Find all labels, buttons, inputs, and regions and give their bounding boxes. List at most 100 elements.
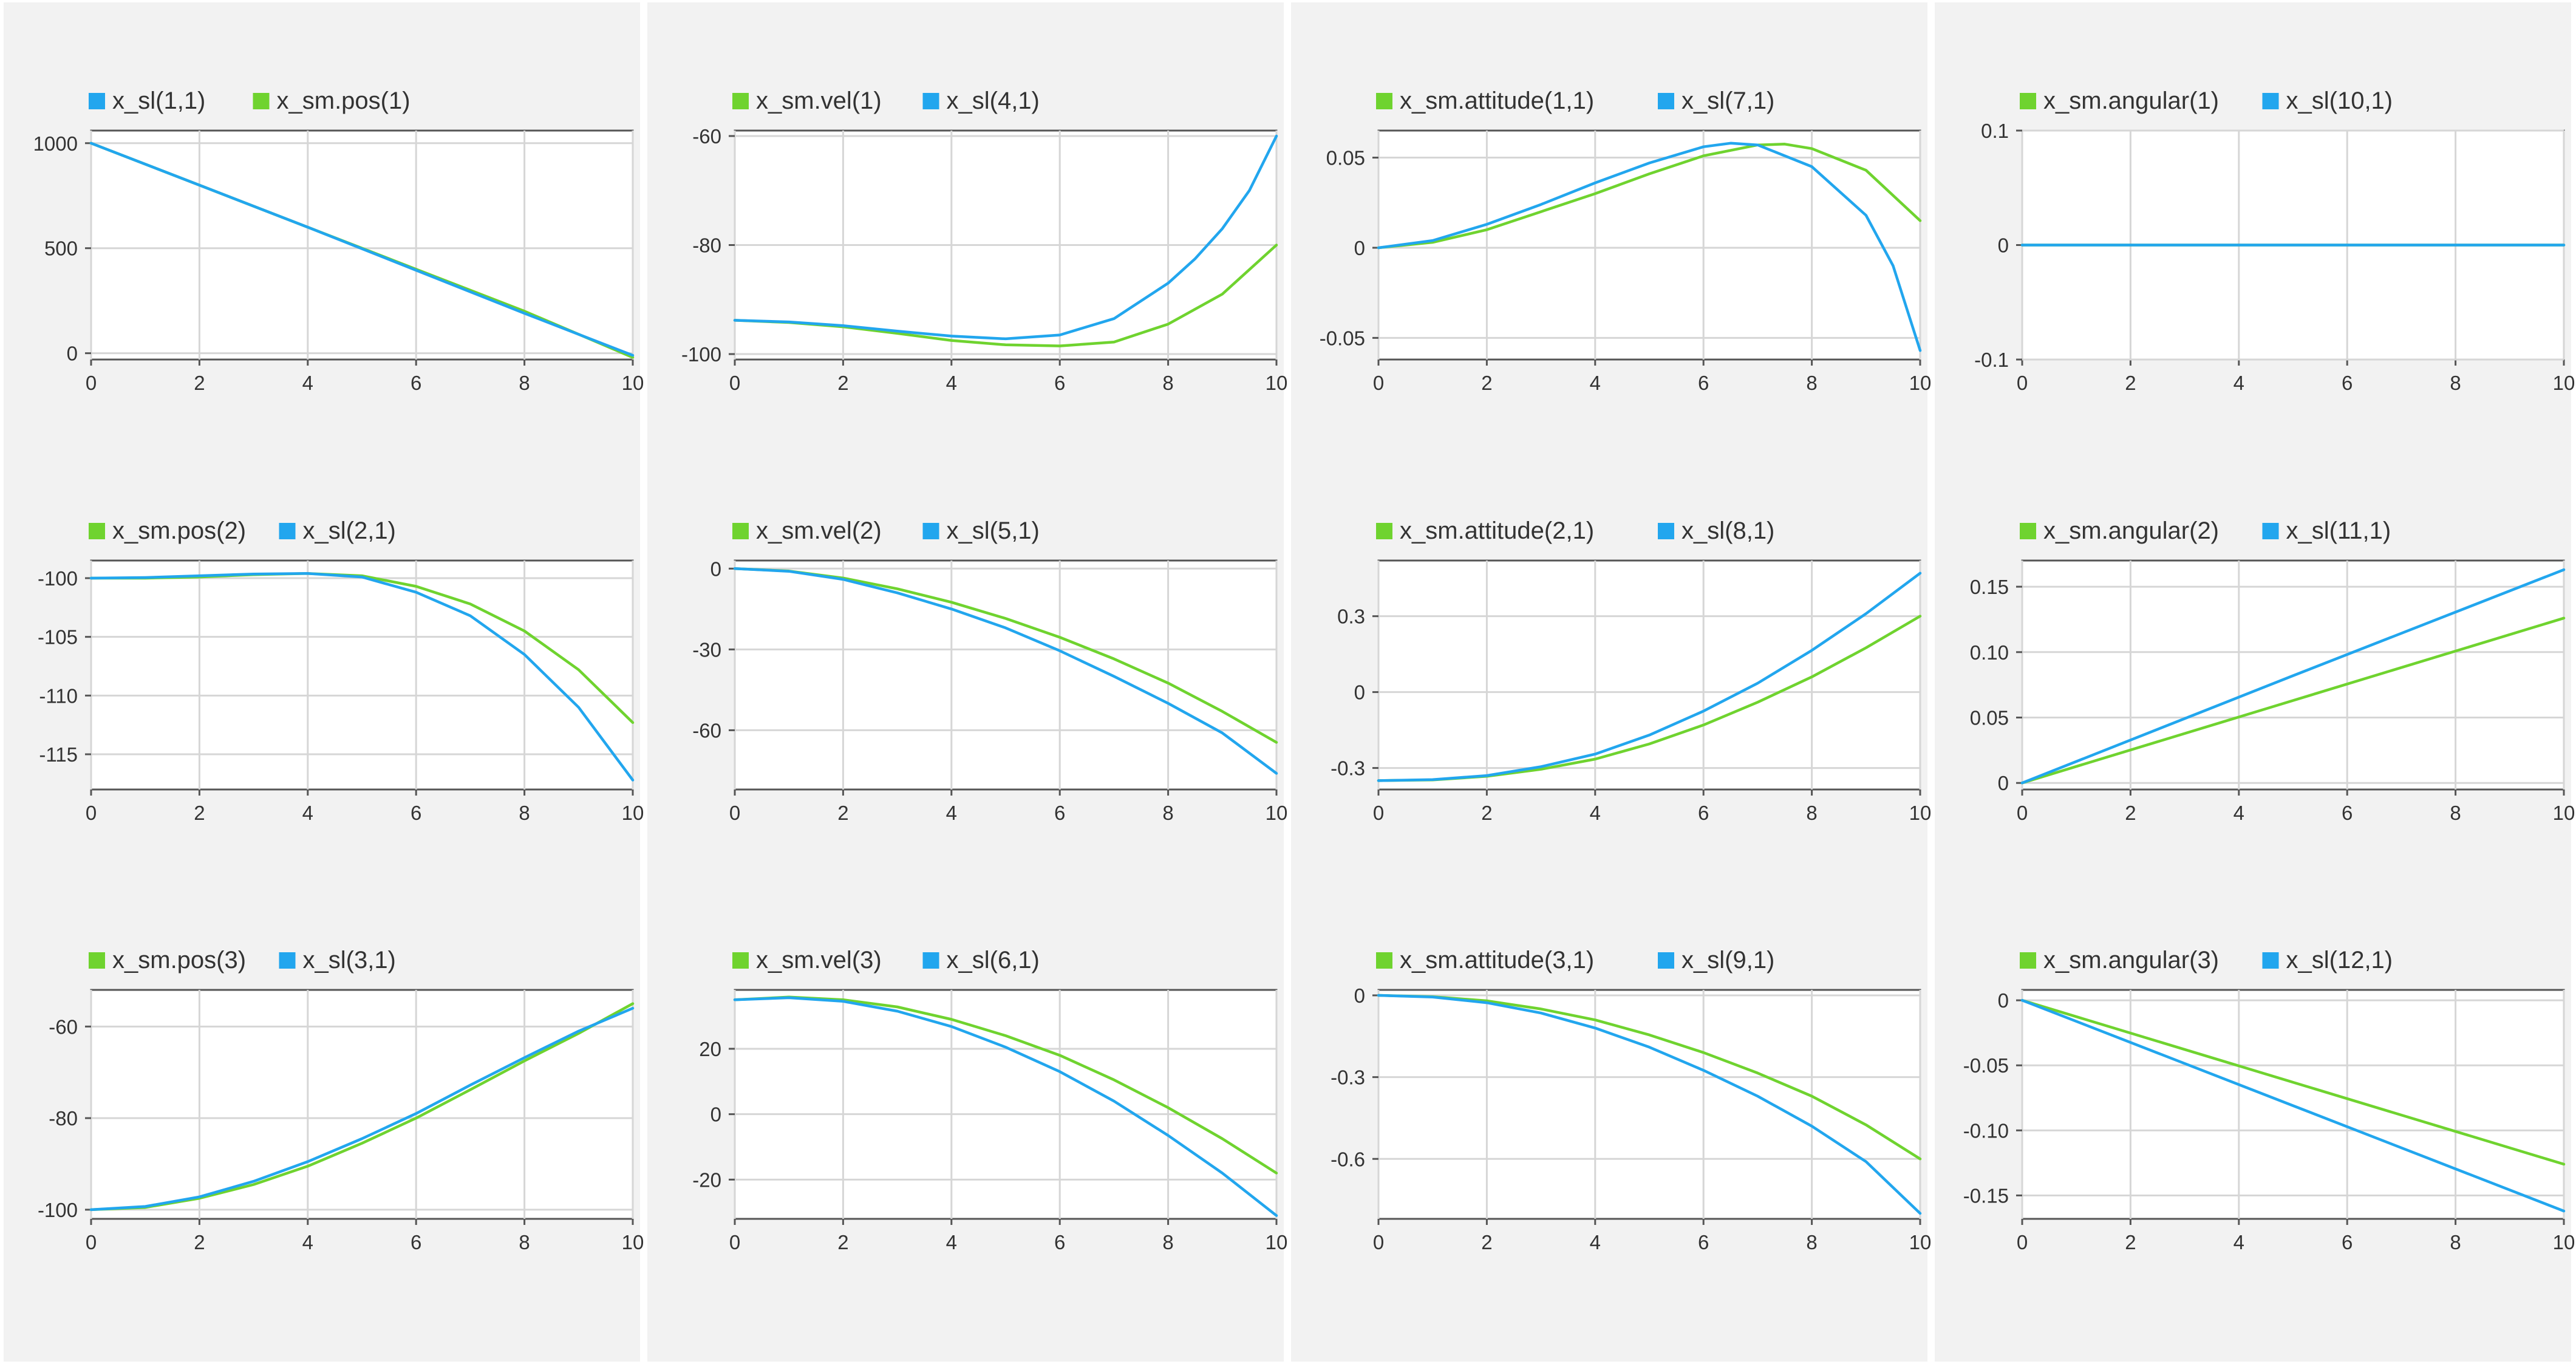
plot-area (90, 559, 634, 791)
chart-velocity-1: x_sm.vel(1) x_sl(4,1) 0 2 4 6 8 10 -60 -80 -100 (681, 87, 1287, 394)
y-tick-label: -60 (692, 125, 721, 148)
legend-label-x-sl-2-1: x_sl(2,1) (303, 517, 396, 544)
legend: x_sm.vel(3) x_sl(6,1) (732, 947, 1040, 974)
y-tick-label: 500 (44, 237, 78, 260)
chart-velocity-2: x_sm.vel(2) x_sl(5,1) 0 2 4 6 8 10 0 -30 -60 (692, 517, 1287, 824)
legend-label-x-sm-attitude-3-1: x_sm.attitude(3,1) (1400, 947, 1594, 974)
legend-label-x-sm-attitude-1-1: x_sm.attitude(1,1) (1400, 87, 1594, 114)
x-tick-label: 8 (1806, 372, 1817, 394)
y-tick-label: -110 (39, 684, 78, 707)
y-tick-label: -105 (38, 626, 78, 649)
series-line-x-sl-1-1 (89, 142, 635, 357)
x-tick-label: 4 (2234, 372, 2244, 394)
chart-velocity-3: x_sm.vel(3) x_sl(6,1) 0 2 4 6 8 10 20 0 -20 (692, 947, 1287, 1253)
x-tick-label: 2 (837, 372, 848, 394)
y-tick-label: 0 (1354, 681, 1365, 704)
x-tick-label: 8 (1162, 372, 1173, 394)
legend-label-x-sl-11-1: x_sl(11,1) (2286, 517, 2391, 544)
legend-label-x-sl-9-1: x_sl(9,1) (1682, 947, 1774, 974)
y-tick-label: -0.15 (1963, 1184, 2009, 1207)
y-tick-label: 0.05 (1326, 147, 1365, 169)
x-tick-label: 6 (411, 802, 421, 824)
legend-label-x-sl-4-1: x_sl(4,1) (947, 87, 1040, 114)
y-tick-label: 20 (699, 1038, 721, 1060)
x-tick-label: 0 (1373, 802, 1384, 824)
x-tick-label: 4 (2234, 802, 2244, 824)
y-tick-label: -0.05 (1320, 327, 1365, 349)
legend-swatch-x-sm-vel-2 (732, 523, 749, 539)
x-tick-label: 6 (2342, 372, 2353, 394)
legend-label-x-sl-12-1: x_sl(12,1) (2286, 947, 2393, 974)
x-tick-label: 10 (1266, 372, 1288, 394)
y-tick-label: 1000 (33, 132, 78, 155)
y-tick-label: -0.1 (1974, 349, 2009, 371)
legend: x_sm.attitude(2,1) x_sl(8,1) (1376, 517, 1774, 544)
x-tick-label: 4 (302, 372, 313, 394)
legend-label-x-sl-10-1: x_sl(10,1) (2286, 87, 2393, 114)
legend-swatch-x-sl-12-1 (2262, 952, 2279, 969)
x-tick-label: 10 (1266, 1231, 1288, 1253)
x-tick-label: 2 (1481, 1231, 1492, 1253)
y-tick-label: 0 (67, 343, 78, 365)
legend-swatch-x-sm-pos-3 (89, 952, 105, 969)
x-tick-label: 4 (1590, 372, 1601, 394)
x-tick-label: 4 (302, 1231, 313, 1253)
legend-label-x-sm-pos-2: x_sm.pos(2) (112, 517, 246, 544)
chart-position-1: x_sl(1,1) x_sm.pos(1) 0 2 4 6 8 10 0 500 1000 (33, 87, 644, 394)
y-tick-label: -0.3 (1331, 757, 1365, 780)
legend-label-x-sm-vel-3: x_sm.vel(3) (756, 947, 882, 974)
chart-grid: x_sl(1,1) x_sm.pos(1)0 2 4 6 8 1005001000x_sm.… (4, 2, 2575, 1362)
legend-swatch-x-sl-3-1 (279, 952, 296, 969)
x-tick-label: 10 (1909, 1231, 1932, 1253)
x-tick-label: 10 (1909, 802, 1932, 824)
x-tick-label: 0 (1373, 372, 1384, 394)
legend: x_sm.angular(1) x_sl(10,1) (2020, 87, 2393, 114)
legend-swatch-x-sm-angular-3 (2020, 952, 2036, 969)
y-tick-label: -115 (39, 743, 78, 766)
x-tick-label: 8 (519, 372, 530, 394)
series-line-x-sl-2-1 (89, 572, 635, 782)
x-tick-label: 0 (729, 1231, 740, 1253)
legend-swatch-x-sl-10-1 (2262, 93, 2279, 109)
x-tick-label: 8 (2450, 1231, 2461, 1253)
x-tick-label: 2 (194, 372, 205, 394)
y-tick-label: -100 (38, 1199, 78, 1221)
y-tick-label: -80 (49, 1107, 78, 1130)
legend-label-x-sl-8-1: x_sl(8,1) (1682, 517, 1774, 544)
x-tick-label: 10 (622, 1231, 644, 1253)
x-tick-label: 0 (2017, 802, 2028, 824)
x-tick-label: 0 (729, 802, 740, 824)
legend-swatch-x-sm-attitude-1-1 (1376, 93, 1392, 109)
x-tick-label: 0 (2017, 1231, 2028, 1253)
x-tick-label: 4 (2234, 1231, 2244, 1253)
legend: x_sm.vel(2) x_sl(5,1) (732, 517, 1040, 544)
y-tick-label: -60 (49, 1015, 78, 1038)
series-line-x-sm-angular-3 (2020, 998, 2566, 1166)
series-line-x-sl-12-1 (2020, 998, 2566, 1213)
x-tick-label: 4 (1590, 1231, 1601, 1253)
chart-attitude-2: x_sm.attitude(2,1) x_sl(8,1) 0 2 4 6 8 10 0.3 0 -0… (1331, 517, 1931, 824)
chart-angular-velocity-2: x_sm.angular(2) x_sl(11,1) 0 2 4 6 8 10 0.15 0.10… (1970, 517, 2575, 824)
x-tick-label: 6 (2342, 1231, 2353, 1253)
legend-label-x-sm-angular-3: x_sm.angular(3) (2043, 947, 2219, 974)
legend-label-x-sl-7-1: x_sl(7,1) (1682, 87, 1774, 114)
x-tick-label: 4 (1590, 802, 1601, 824)
legend: x_sm.angular(3) x_sl(12,1) (2020, 947, 2393, 974)
y-tick-label: -0.6 (1331, 1148, 1365, 1170)
y-tick-label: 0 (1354, 237, 1365, 259)
legend-label-x-sm-angular-2: x_sm.angular(2) (2043, 517, 2219, 544)
y-tick-label: -100 (38, 567, 78, 590)
series-line-x-sl-9-1 (1377, 994, 1922, 1215)
x-tick-label: 10 (2553, 1231, 2575, 1253)
legend: x_sm.vel(1) x_sl(4,1) (732, 87, 1040, 114)
y-tick-label: -0.05 (1963, 1054, 2009, 1077)
x-tick-label: 2 (837, 802, 848, 824)
series-line-x-sl-6-1 (733, 996, 1278, 1217)
chart-angular-velocity-3: x_sm.angular(3) x_sl(12,1) 0 2 4 6 8 10 0 -0.05 -0… (1963, 947, 2575, 1253)
plot-area (734, 989, 1278, 1220)
legend-label-x-sm-pos-3: x_sm.pos(3) (112, 947, 246, 974)
plot-area (90, 989, 634, 1220)
x-tick-label: 4 (946, 372, 957, 394)
x-tick-label: 6 (1054, 1231, 1065, 1253)
y-tick-label: -0.3 (1331, 1066, 1365, 1089)
